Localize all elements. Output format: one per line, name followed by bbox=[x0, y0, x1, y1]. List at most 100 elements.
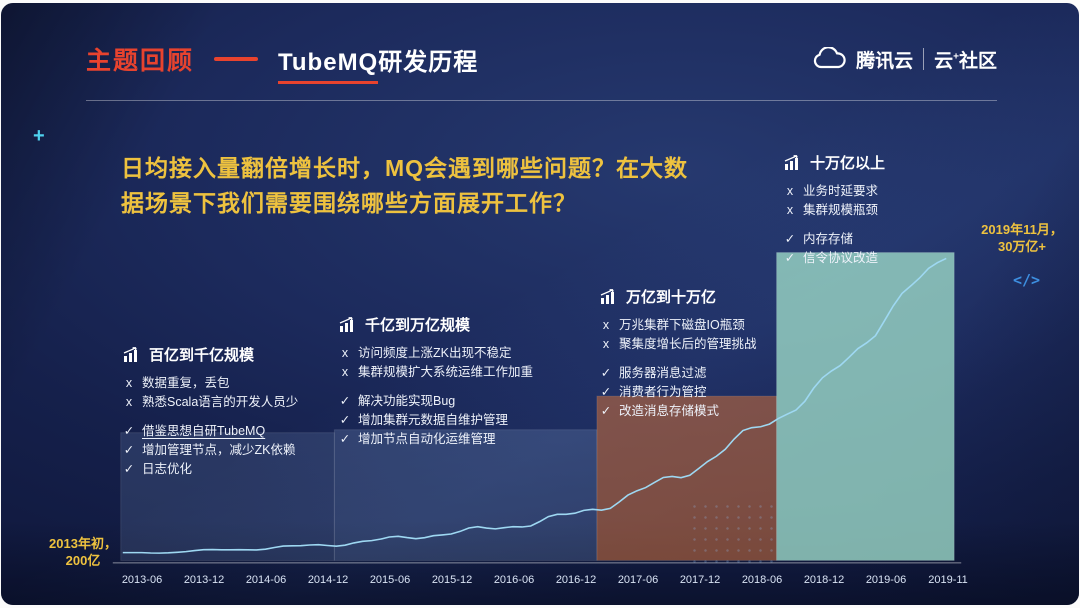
brand-community-plus: + bbox=[953, 51, 959, 63]
stage-box-1 bbox=[120, 432, 335, 561]
brand: 腾讯云 云+社区 bbox=[812, 46, 997, 73]
stage-4-solutions: ✓ 内存存储 ✓ 信令协议改造 bbox=[784, 230, 885, 268]
stage-block-2: 千亿到万亿规模 x 访问频度上涨ZK出现不稳定 x 集群规模扩大系统运维工作加重 ✓… bbox=[339, 314, 533, 449]
stage-solution: ✓ 解决功能实现Bug bbox=[339, 392, 533, 411]
growth-chart-icon bbox=[339, 317, 353, 332]
stage-solution: ✓ 借鉴思想自研TubeMQ bbox=[123, 422, 298, 441]
stage-problem: x 集群规模瓶颈 bbox=[784, 201, 885, 220]
cross-marker: x bbox=[341, 365, 349, 379]
solution-text: 增加节点自动化运维管理 bbox=[358, 432, 496, 446]
start-annotation-line2: 200亿 bbox=[65, 553, 101, 568]
stage-1-title-row: 百亿到千亿规模 bbox=[123, 344, 298, 365]
stage-problem: x 万兆集群下磁盘IO瓶颈 bbox=[600, 316, 757, 335]
stage-solution: ✓ 信令协议改造 bbox=[784, 249, 885, 268]
question-text: 日均接入量翻倍增长时，MQ会遇到哪些问题？在大数 据场景下我们需要围绕哪些方面展… bbox=[121, 151, 688, 221]
solution-text: 服务器消息过滤 bbox=[619, 366, 707, 380]
problem-text: 访问频度上涨ZK出现不稳定 bbox=[358, 346, 512, 360]
section-title: 主题回顾 bbox=[86, 47, 195, 75]
stage-title: 万亿到十万亿 bbox=[626, 289, 717, 306]
stage-title: 百亿到千亿规模 bbox=[149, 347, 255, 364]
solution-text: 增加集群元数据自维护管理 bbox=[358, 413, 509, 427]
page-title-rest: 研发历程 bbox=[378, 48, 479, 76]
stage-box-4 bbox=[776, 252, 955, 561]
question-line-2: 据场景下我们需要围绕哪些方面展开工作？ bbox=[121, 190, 577, 216]
check-marker: ✓ bbox=[123, 424, 135, 438]
problem-text: 数据重复，丢包 bbox=[142, 376, 230, 390]
cross-marker: x bbox=[602, 337, 610, 351]
stage-solution: ✓ 内存存储 bbox=[784, 230, 885, 249]
cross-marker: x bbox=[341, 346, 349, 360]
problem-text: 万兆集群下磁盘IO瓶颈 bbox=[619, 318, 745, 332]
check-marker: ✓ bbox=[784, 251, 796, 265]
stage-problem: x 集群规模扩大系统运维工作加重 bbox=[339, 363, 533, 382]
dash-line bbox=[214, 57, 259, 61]
growth-chart-icon bbox=[784, 155, 798, 170]
stage-3-problems: x 万兆集群下磁盘IO瓶颈 x 聚集度增长后的管理挑战 bbox=[600, 316, 757, 354]
solution-text: 借鉴思想自研TubeMQ bbox=[142, 424, 266, 438]
check-marker: ✓ bbox=[123, 443, 135, 457]
start-annotation: 2013年初， 200亿 bbox=[45, 535, 121, 569]
stage-4-problems: x 业务时延要求 x 集群规模瓶颈 bbox=[784, 182, 885, 220]
stage-3-solutions: ✓ 服务器消息过滤 ✓ 消费者行为管控 ✓ 改造消息存储模式 bbox=[600, 364, 757, 421]
cross-marker: x bbox=[602, 318, 610, 332]
problem-text: 集群规模瓶颈 bbox=[803, 203, 879, 217]
stage-solution: ✓ 增加管理节点，减少ZK依赖 bbox=[123, 441, 298, 460]
cross-marker: x bbox=[786, 184, 794, 198]
stage-block-1: 百亿到千亿规模 x 数据重复，丢包 x 熟悉Scala语言的开发人员少 ✓ 借鉴思想自… bbox=[123, 344, 298, 479]
dot-grid-decoration bbox=[689, 501, 777, 565]
header-divider bbox=[86, 100, 997, 101]
brand-community-post: 社区 bbox=[958, 50, 997, 72]
problem-text: 聚集度增长后的管理挑战 bbox=[619, 337, 757, 351]
solution-text: 内存存储 bbox=[803, 232, 854, 246]
check-marker: ✓ bbox=[784, 232, 796, 246]
check-marker: ✓ bbox=[600, 404, 612, 418]
stage-solution: ✓ 服务器消息过滤 bbox=[600, 364, 757, 383]
cross-marker: x bbox=[125, 376, 133, 390]
check-marker: ✓ bbox=[339, 413, 351, 427]
stage-title: 千亿到万亿规模 bbox=[365, 317, 471, 334]
stage-solution: ✓ 增加节点自动化运维管理 bbox=[339, 430, 533, 449]
stage-problem: x 业务时延要求 bbox=[784, 182, 885, 201]
check-marker: ✓ bbox=[600, 385, 612, 399]
stage-1-solutions: ✓ 借鉴思想自研TubeMQ ✓ 增加管理节点，减少ZK依赖 ✓ 日志优化 bbox=[123, 422, 298, 479]
stage-solution: ✓ 改造消息存储模式 bbox=[600, 402, 757, 421]
end-annotation-line2: 30万亿+ bbox=[997, 239, 1047, 254]
slide: 主题回顾 TubeMQ研发历程 腾讯云 云+社区 + </> 日均接入量翻倍增长… bbox=[1, 3, 1079, 605]
stage-solution: ✓ 增加集群元数据自维护管理 bbox=[339, 411, 533, 430]
solution-text: 解决功能实现Bug bbox=[358, 394, 456, 408]
start-annotation-line1: 2013年初， bbox=[49, 536, 117, 551]
growth-line bbox=[122, 257, 947, 554]
end-annotation-line1: 2019年11月， bbox=[981, 222, 1063, 237]
brand-divider bbox=[923, 48, 925, 70]
stage-3-title-row: 万亿到十万亿 bbox=[600, 286, 757, 307]
check-marker: ✓ bbox=[339, 432, 351, 446]
stage-block-3: 万亿到十万亿 x 万兆集群下磁盘IO瓶颈 x 聚集度增长后的管理挑战 ✓ 服务器消息过… bbox=[600, 286, 757, 421]
brand-community-pre: 云 bbox=[934, 50, 954, 72]
cloud-icon bbox=[813, 47, 846, 69]
stage-solution: ✓ 日志优化 bbox=[123, 460, 298, 479]
code-decoration: </> bbox=[1013, 271, 1041, 289]
stage-block-4: 十万亿以上 x 业务时延要求 x 集群规模瓶颈 ✓ 内存存储 ✓ 信令协议改造 bbox=[784, 152, 885, 268]
check-marker: ✓ bbox=[123, 462, 135, 476]
check-marker: ✓ bbox=[600, 366, 612, 380]
problem-text: 业务时延要求 bbox=[803, 184, 879, 198]
question-line-1: 日均接入量翻倍增长时，MQ会遇到哪些问题？在大数 bbox=[121, 155, 689, 181]
end-annotation: 2019年11月， 30万亿+ bbox=[973, 221, 1071, 255]
brand-community: 云+社区 bbox=[934, 46, 997, 73]
header: 主题回顾 TubeMQ研发历程 腾讯云 云+社区 bbox=[86, 41, 997, 84]
stage-problem: x 数据重复，丢包 bbox=[123, 374, 298, 393]
stage-box-2 bbox=[333, 429, 598, 561]
stage-title: 十万亿以上 bbox=[810, 155, 886, 172]
stage-problem: x 熟悉Scala语言的开发人员少 bbox=[123, 393, 298, 412]
solution-text: 增加管理节点，减少ZK依赖 bbox=[142, 443, 296, 457]
solution-text: 日志优化 bbox=[142, 462, 193, 476]
header-left: 主题回顾 TubeMQ研发历程 bbox=[86, 41, 479, 84]
cross-marker: x bbox=[786, 203, 794, 217]
solution-text: 消费者行为管控 bbox=[619, 385, 707, 399]
cross-marker: x bbox=[125, 395, 133, 409]
stage-4-title-row: 十万亿以上 bbox=[784, 152, 885, 173]
brand-name: 腾讯云 bbox=[856, 50, 914, 72]
page-title: TubeMQ研发历程 bbox=[278, 42, 479, 84]
stage-2-solutions: ✓ 解决功能实现Bug ✓ 增加集群元数据自维护管理 ✓ 增加节点自动化运维管理 bbox=[339, 392, 533, 449]
